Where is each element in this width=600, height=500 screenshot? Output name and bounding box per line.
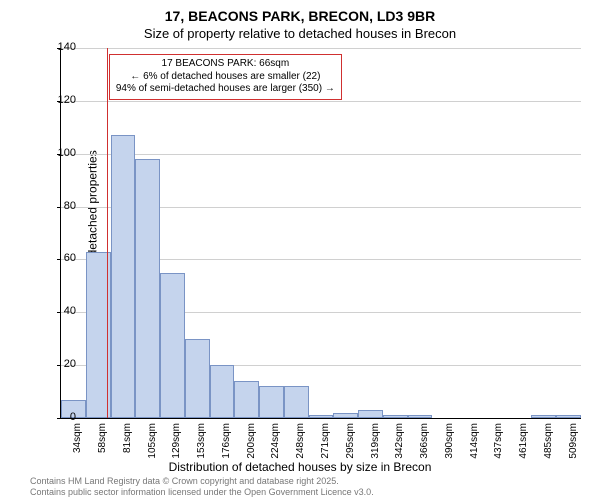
xtick-label: 390sqm (444, 423, 455, 463)
histogram-bar (556, 415, 581, 418)
histogram-bar (111, 135, 136, 418)
ytick-label: 40 (46, 305, 76, 317)
xtick-label: 153sqm (196, 423, 207, 463)
histogram-bar (284, 386, 309, 418)
histogram-bar (259, 386, 284, 418)
xtick-label: 342sqm (394, 423, 405, 463)
xtick-label: 105sqm (147, 423, 158, 463)
ytick-label: 80 (46, 200, 76, 212)
ytick-label: 100 (46, 147, 76, 159)
histogram-bar (358, 410, 383, 418)
plot-area: 17 BEACONS PARK: 66sqm← 6% of detached h… (60, 48, 581, 419)
annotation-box: 17 BEACONS PARK: 66sqm← 6% of detached h… (109, 54, 342, 100)
xtick-label: 176sqm (221, 423, 232, 463)
xtick-label: 485sqm (543, 423, 554, 463)
chart-title-line2: Size of property relative to detached ho… (0, 26, 600, 41)
ytick-label: 20 (46, 358, 76, 370)
ytick-label: 0 (46, 411, 76, 423)
ytick-label: 120 (46, 94, 76, 106)
xtick-label: 224sqm (270, 423, 281, 463)
xtick-label: 366sqm (419, 423, 430, 463)
histogram-bar (309, 415, 334, 418)
histogram-bar (160, 273, 185, 418)
ytick-label: 140 (46, 41, 76, 53)
annotation-line1: 17 BEACONS PARK: 66sqm (116, 58, 335, 71)
xtick-label: 509sqm (568, 423, 579, 463)
gridline (61, 48, 581, 49)
histogram-bar (383, 415, 408, 418)
xtick-label: 414sqm (469, 423, 480, 463)
annotation-line3: 94% of semi-detached houses are larger (… (116, 83, 335, 96)
xtick-label: 129sqm (171, 423, 182, 463)
xtick-label: 34sqm (72, 423, 83, 463)
xtick-label: 248sqm (295, 423, 306, 463)
histogram-bar (333, 413, 358, 418)
chart-container: 17, BEACONS PARK, BRECON, LD3 9BR Size o… (0, 0, 600, 500)
ytick-label: 60 (46, 252, 76, 264)
xtick-label: 295sqm (345, 423, 356, 463)
footer-line2: Contains public sector information licen… (30, 487, 374, 498)
xtick-label: 81sqm (122, 423, 133, 463)
gridline (61, 154, 581, 155)
xtick-label: 461sqm (518, 423, 529, 463)
gridline (61, 101, 581, 102)
xtick-label: 437sqm (493, 423, 504, 463)
histogram-bar (210, 365, 235, 418)
histogram-bar (135, 159, 160, 418)
annotation-line2: ← 6% of detached houses are smaller (22) (116, 71, 335, 84)
histogram-bar (531, 415, 556, 418)
xtick-label: 271sqm (320, 423, 331, 463)
histogram-bar (185, 339, 210, 418)
footer-line1: Contains HM Land Registry data © Crown c… (30, 476, 374, 487)
histogram-bar (408, 415, 433, 418)
xtick-label: 200sqm (246, 423, 257, 463)
footer-attribution: Contains HM Land Registry data © Crown c… (30, 476, 374, 498)
xtick-label: 319sqm (370, 423, 381, 463)
histogram-bar (234, 381, 259, 418)
chart-title-line1: 17, BEACONS PARK, BRECON, LD3 9BR (0, 8, 600, 24)
reference-line (107, 48, 108, 418)
xtick-label: 58sqm (97, 423, 108, 463)
